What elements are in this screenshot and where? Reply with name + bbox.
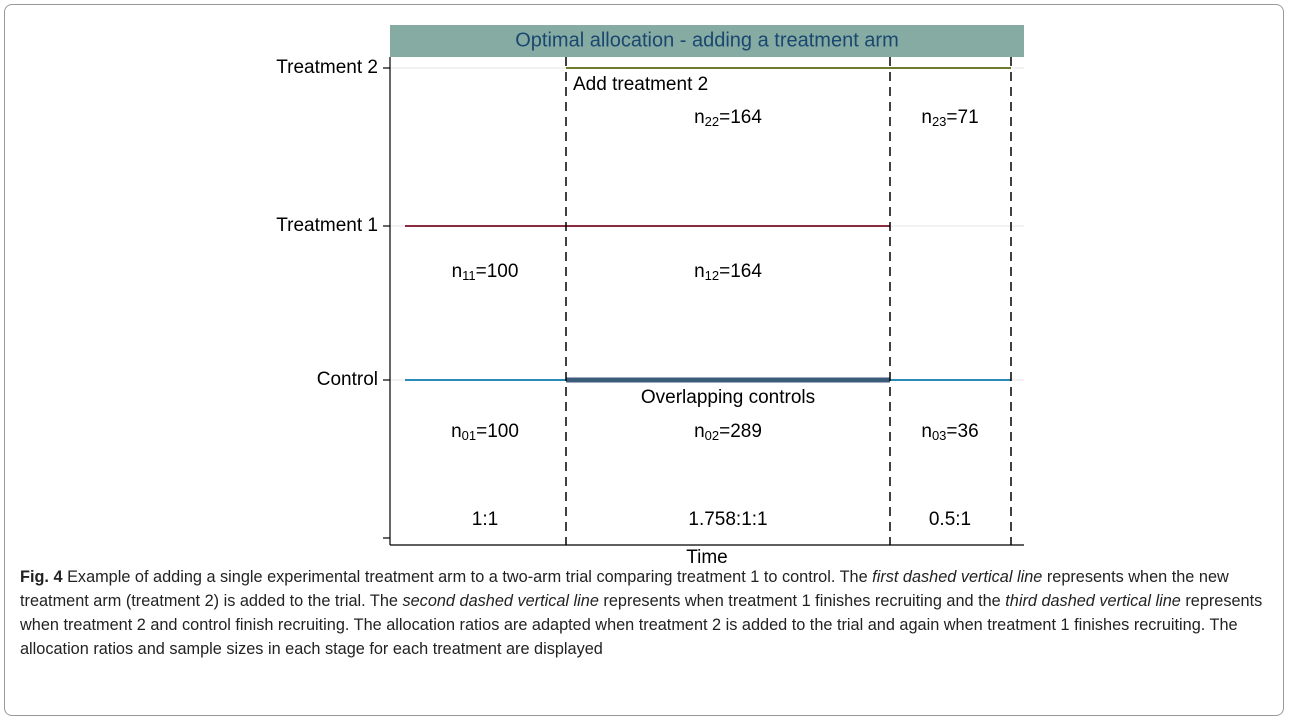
sample-size-rest: =36 — [946, 421, 978, 442]
y-label: Control — [317, 369, 378, 390]
ratio: 1:1 — [472, 509, 498, 530]
sample-size-rest: =289 — [719, 421, 762, 442]
sample-size: n23=71 — [921, 107, 978, 129]
figure: Optimal allocation - adding a treatment … — [276, 25, 1024, 565]
sample-size-n: n — [452, 261, 463, 282]
title-bar — [390, 25, 1024, 57]
sample-size-n: n — [921, 421, 932, 442]
caption-label: Fig. 4 — [20, 568, 63, 586]
sample-size: n01=100 — [451, 421, 519, 443]
sample-size-rest: =100 — [476, 421, 519, 442]
sample-size-rest: =164 — [719, 107, 762, 128]
caption-emphasis: second dashed vertical line — [402, 592, 599, 610]
sample-size-rest: =164 — [719, 261, 762, 282]
y-label: Treatment 1 — [276, 215, 378, 236]
sample-size-n: n — [921, 107, 932, 128]
sample-size-rest: =71 — [946, 107, 978, 128]
sample-size-sub: 12 — [705, 268, 719, 283]
caption: Fig. 4 Example of adding a single experi… — [20, 565, 1270, 661]
sample-size: n02=289 — [694, 421, 762, 443]
figure-frame — [4, 4, 1284, 716]
y-label: Treatment 2 — [276, 57, 378, 78]
sample-size: n12=164 — [694, 261, 762, 283]
sample-size-n: n — [451, 421, 462, 442]
caption-emphasis: first dashed vertical line — [872, 568, 1043, 586]
caption-emphasis: third dashed vertical line — [1005, 592, 1181, 610]
dashed-lines — [565, 57, 1012, 545]
sample-size-n: n — [694, 421, 705, 442]
sample-size-sub: 11 — [462, 268, 476, 283]
caption-text: represents when treatment 2 and control … — [20, 592, 1263, 658]
sample-size: n11=100 — [452, 261, 519, 283]
sample-size-n: n — [694, 261, 705, 282]
annotation: Add treatment 2 — [573, 74, 708, 95]
caption-text: represents when treatment 1 finishes rec… — [598, 592, 1006, 610]
sample-size-n: n — [694, 107, 705, 128]
sample-size: n22=164 — [694, 107, 762, 129]
sample-size-sub: 01 — [462, 428, 476, 443]
sample-size-sub: 22 — [705, 114, 719, 129]
sample-size: n03=36 — [921, 421, 978, 443]
ratio: 0.5:1 — [929, 509, 971, 530]
caption-text: Example of adding a single experimental … — [67, 568, 873, 586]
sample-size-sub: 02 — [705, 428, 719, 443]
sample-size-rest: =100 — [476, 261, 519, 282]
figure-title: Optimal allocation - adding a treatment … — [515, 29, 899, 51]
axes — [383, 57, 1024, 546]
sample-size-sub: 03 — [932, 428, 946, 443]
caption-text: represents when the new treatment arm (t… — [20, 568, 1229, 610]
ratio: 1.758:1:1 — [688, 509, 767, 530]
x-label: Time — [686, 547, 728, 565]
sample-size-sub: 23 — [932, 114, 946, 129]
annotation: Overlapping controls — [641, 387, 815, 408]
